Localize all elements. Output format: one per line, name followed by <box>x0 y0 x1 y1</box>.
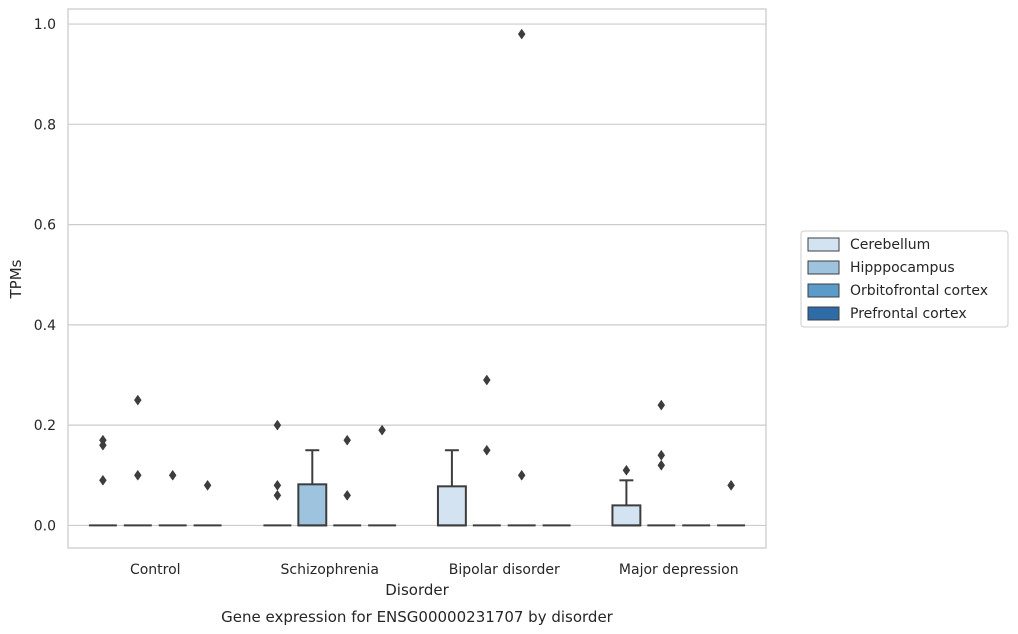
box-body <box>611 504 642 527</box>
box-0-0 <box>88 434 117 527</box>
y-tick-label: 0.8 <box>34 117 56 133</box>
outlier-point <box>727 479 735 491</box>
legend-item-1: Hipppocampus <box>807 260 955 276</box>
box-0-3 <box>193 479 222 527</box>
outlier-point <box>203 479 212 491</box>
box-2-0 <box>436 449 467 527</box>
x-tick-label: Bipolar disorder <box>449 562 560 578</box>
box-0-2 <box>158 469 187 527</box>
outlier-point <box>517 28 526 40</box>
outlier-point <box>273 489 282 501</box>
outlier-point <box>657 459 666 471</box>
y-tick-label: 0.0 <box>34 518 56 534</box>
legend-swatch <box>807 260 840 275</box>
outlier-point <box>133 394 142 406</box>
box-1-3 <box>368 424 397 527</box>
x-tick-label: Schizophrenia <box>281 562 379 578</box>
y-tick-label: 0.6 <box>34 218 56 234</box>
y-axis-ticks: 0.0 0.2 0.4 0.6 0.8 1.0 <box>34 17 56 534</box>
x-tick-label: Major depression <box>619 562 739 578</box>
legend-frame <box>800 230 1009 328</box>
x-tick-label: Control <box>130 562 181 578</box>
legend-items: Cerebellum Hipppocampus Orbitofrontal cort… <box>807 237 988 322</box>
box-0-1 <box>123 394 152 527</box>
x-axis-ticks: Control Schizophrenia Bipolar disorder Majo… <box>130 562 739 578</box>
y-tick-label: 0.2 <box>34 418 56 434</box>
legend-item-2: Orbitofrontal cortex <box>807 283 988 299</box>
outlier-point <box>168 469 177 481</box>
outlier-point <box>657 449 666 461</box>
legend-label: Hipppocampus <box>850 260 955 276</box>
legend-swatch <box>807 283 840 298</box>
legend-swatch <box>807 306 840 321</box>
outlier-point <box>482 444 491 456</box>
box-1-0 <box>263 419 292 527</box>
box-body <box>297 483 328 527</box>
box-1-1 <box>297 449 328 527</box>
legend-item-0: Cerebellum <box>807 237 930 253</box>
box-2-2 <box>507 28 536 527</box>
outlier-point <box>99 474 107 486</box>
y-axis-label: TPMs <box>7 259 25 299</box>
box-body <box>436 485 467 527</box>
outlier-point <box>378 424 386 436</box>
outlier-point <box>133 469 142 481</box>
legend-label: Cerebellum <box>850 237 930 253</box>
chart-caption: Gene expression for ENSG00000231707 by d… <box>221 608 614 626</box>
outlier-point <box>517 469 526 481</box>
box-3-1 <box>647 399 676 527</box>
outlier-point <box>273 419 282 431</box>
outlier-point <box>657 399 666 411</box>
x-axis-label: Disorder <box>385 581 449 599</box>
legend-label: Prefrontal cortex <box>850 306 967 322</box>
y-tick-label: 0.4 <box>34 318 56 334</box>
legend-label: Orbitofrontal cortex <box>850 283 988 299</box>
outlier-point <box>622 464 631 476</box>
y-tick-label: 1.0 <box>34 17 56 33</box>
legend: Cerebellum Hipppocampus Orbitofrontal cort… <box>800 230 1009 328</box>
plot-frame <box>67 8 767 549</box>
legend-swatch <box>807 237 840 252</box>
box-3-0 <box>611 464 642 527</box>
box-1-2 <box>333 434 362 527</box>
outlier-point <box>343 489 352 501</box>
box-plot-area <box>88 28 746 527</box>
outlier-point <box>343 434 352 446</box>
box-2-1 <box>472 374 501 527</box>
outlier-point <box>482 374 491 386</box>
legend-item-3: Prefrontal cortex <box>807 306 967 322</box>
box-3-3 <box>717 479 746 527</box>
outlier-point <box>273 479 282 491</box>
outlier-point <box>99 434 107 446</box>
